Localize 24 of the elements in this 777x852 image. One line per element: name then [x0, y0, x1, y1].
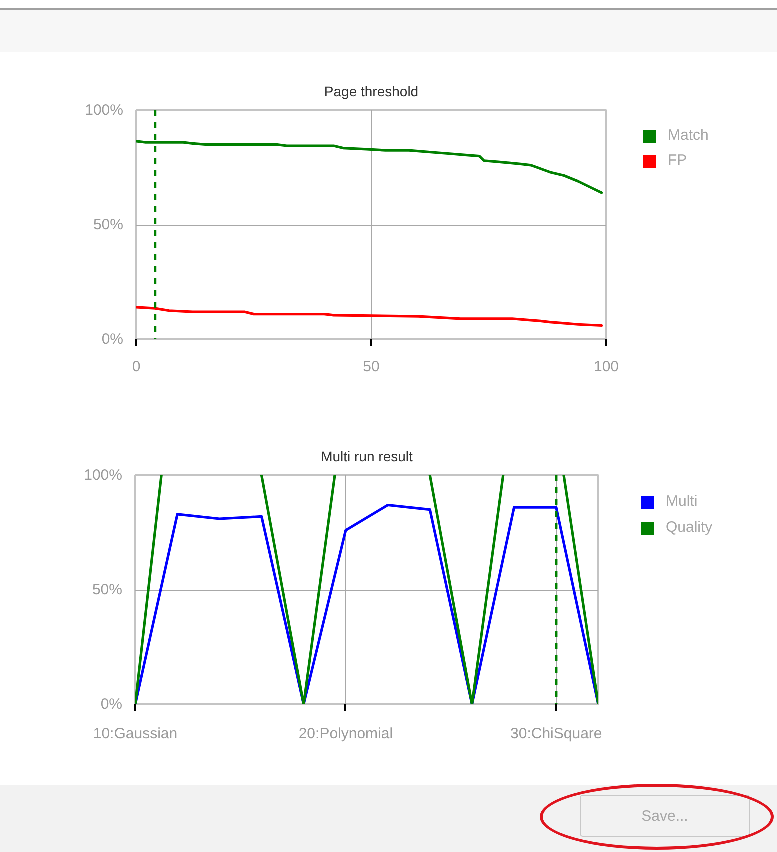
- legend-label: Match: [668, 126, 709, 146]
- line-series: [136, 306, 604, 328]
- x-tick-label: 50: [363, 358, 380, 376]
- button: Save...: [580, 795, 750, 837]
- x-tick-label: 20:Polynomial: [298, 726, 394, 742]
- y-tick-label: 0%: [102, 331, 124, 348]
- y-tick-label: 100%: [84, 467, 123, 484]
- legend-item: Match: [643, 126, 709, 146]
- legend-item: FP: [643, 151, 688, 171]
- y-tick-label: 50%: [93, 216, 124, 234]
- y-tick-label: 0%: [100, 696, 123, 713]
- x-tick-label: 10:Gaussian: [93, 726, 178, 742]
- x-tick-label: 100: [594, 358, 620, 376]
- x-tick-label: 30:ChiSquare: [510, 726, 602, 742]
- legend-label: Quality: [666, 518, 713, 538]
- legend-label: FP: [668, 151, 688, 172]
- chart-title: Page threshold: [324, 84, 419, 100]
- y-tick-label: 100%: [85, 102, 124, 119]
- legend-item: Multi: [641, 492, 698, 512]
- y-tick-label: 50%: [92, 582, 123, 598]
- chart-title: Multi run result: [321, 448, 414, 464]
- legend-label: Multi: [666, 492, 698, 512]
- legend-item: Quality: [641, 518, 713, 538]
- x-tick-label: 0: [132, 358, 141, 376]
